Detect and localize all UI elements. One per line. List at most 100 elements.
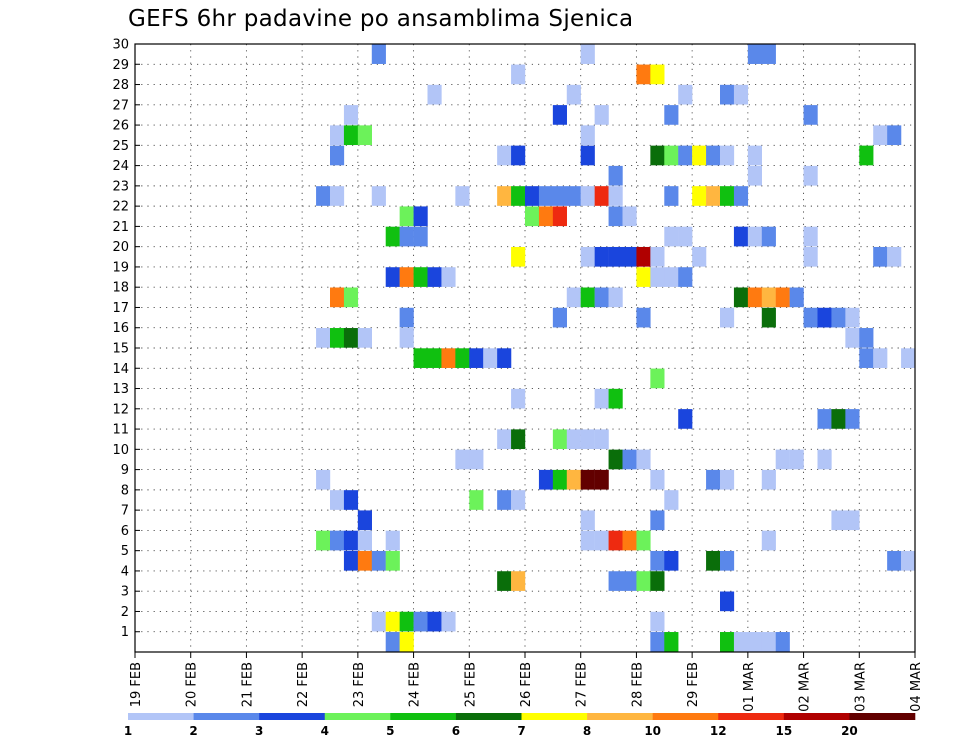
precip-cell	[803, 105, 818, 125]
x-tick-label: 04 MAR	[909, 662, 924, 712]
precip-cell	[873, 246, 888, 267]
y-tick-label: 28	[112, 78, 129, 93]
precip-cell	[399, 206, 414, 227]
precip-cell	[622, 530, 637, 551]
precip-cell	[720, 591, 735, 612]
precip-cell	[538, 206, 554, 227]
precip-cell	[441, 267, 456, 287]
precip-cell	[650, 145, 665, 166]
x-tick-label: 26 FEB	[519, 662, 534, 707]
legend-label: 6	[452, 724, 460, 738]
x-tick-label: 21 FEB	[240, 662, 255, 707]
precip-cell	[887, 246, 902, 267]
precip-cell	[747, 287, 762, 308]
precip-cell	[330, 145, 345, 166]
legend-label: 7	[517, 724, 525, 738]
legend-label: 2	[189, 724, 197, 738]
precip-cell	[357, 550, 372, 571]
precip-cell	[594, 388, 609, 409]
y-tick-label: 9	[121, 463, 129, 478]
precip-cell	[357, 530, 372, 551]
precip-cell	[399, 226, 414, 247]
precip-cell	[525, 186, 540, 206]
legend-swatch	[521, 713, 588, 720]
y-tick-label: 16	[112, 321, 129, 336]
precip-cell	[427, 348, 442, 368]
precip-cell	[385, 550, 400, 571]
x-tick-label: 01 MAR	[742, 662, 757, 712]
precip-cell	[803, 246, 818, 267]
precip-cell	[720, 307, 735, 328]
precip-cell	[636, 307, 651, 328]
precip-cell	[316, 530, 331, 551]
precip-cell	[357, 328, 372, 348]
precip-cell	[636, 530, 651, 551]
precip-cell	[831, 307, 846, 328]
y-tick-label: 5	[121, 544, 129, 559]
precip-cell	[497, 490, 512, 510]
legend-label: 15	[775, 724, 792, 738]
y-tick-label: 29	[112, 58, 129, 73]
precip-cell	[845, 307, 860, 328]
precip-cell	[371, 550, 386, 571]
precip-cell	[650, 611, 665, 632]
precip-cell	[330, 530, 345, 551]
precip-cell	[845, 409, 860, 429]
precip-cell	[580, 125, 595, 146]
precip-cell	[622, 246, 637, 267]
precip-cell	[733, 632, 749, 652]
precip-cell	[330, 186, 345, 206]
precip-cell	[343, 287, 359, 308]
precip-cell	[636, 64, 651, 85]
precip-cell	[831, 510, 846, 531]
legend-swatch	[324, 713, 391, 720]
precip-cell	[497, 348, 512, 368]
precip-cell	[747, 145, 762, 166]
precip-cell	[566, 186, 581, 206]
precip-cell	[343, 490, 359, 510]
precip-cell	[803, 226, 818, 247]
precip-cell	[720, 145, 735, 166]
precip-cell	[441, 611, 456, 632]
precip-cell	[775, 287, 790, 308]
precip-cell	[761, 44, 776, 64]
legend-swatch	[587, 713, 653, 720]
precip-cell	[399, 632, 414, 652]
precip-cells	[316, 44, 916, 652]
precip-cell	[441, 348, 456, 368]
precip-cell	[664, 490, 679, 510]
precip-cell	[817, 449, 832, 470]
precip-cell	[580, 44, 595, 64]
precip-cell	[399, 328, 414, 348]
precip-cell	[664, 105, 679, 125]
precip-cell	[385, 267, 400, 287]
y-tick-label: 3	[121, 585, 129, 600]
precip-cell	[455, 348, 470, 368]
y-tick-label: 17	[112, 301, 129, 316]
precip-cell	[873, 348, 888, 368]
precip-cell	[399, 267, 414, 287]
y-tick-label: 2	[121, 605, 129, 620]
precip-cell	[761, 287, 776, 308]
precip-cell	[343, 530, 359, 551]
precip-cell	[608, 287, 623, 308]
y-tick-label: 18	[112, 281, 129, 296]
y-tick-label: 20	[112, 240, 129, 255]
precip-cell	[650, 510, 665, 531]
precip-cell	[511, 490, 526, 510]
precip-cell	[664, 267, 679, 287]
precip-cell	[650, 632, 665, 652]
precip-cell	[343, 328, 359, 348]
precip-cell	[427, 611, 442, 632]
precip-cell	[385, 226, 400, 247]
x-tick-label: 24 FEB	[408, 662, 423, 707]
precip-cell	[622, 571, 637, 591]
precip-cell	[720, 186, 735, 206]
precip-cell	[720, 550, 735, 571]
precip-cell	[706, 186, 721, 206]
precip-cell	[594, 469, 609, 490]
precip-cell	[580, 287, 595, 308]
precip-cell	[608, 165, 623, 186]
precip-cell	[650, 246, 665, 267]
